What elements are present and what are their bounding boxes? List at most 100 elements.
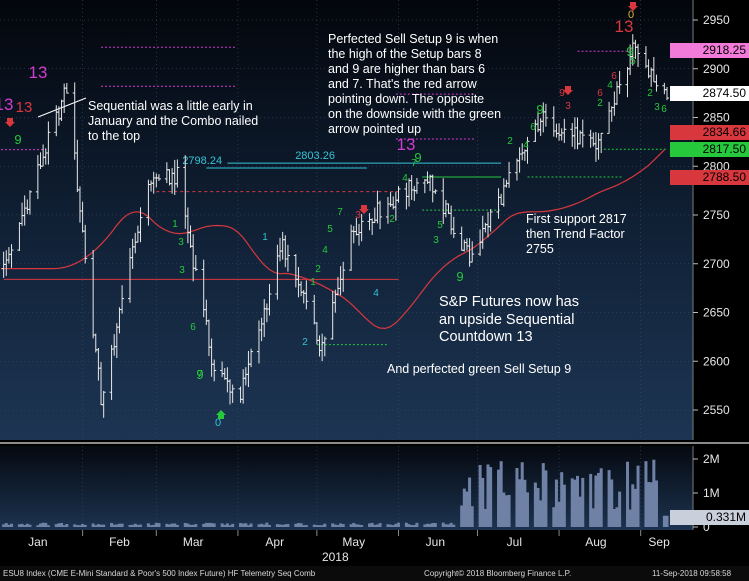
volume-tag: 0.331M [670, 509, 749, 525]
volume-bar [228, 525, 232, 527]
volume-bar [54, 524, 58, 527]
volume-bar [428, 523, 432, 527]
volume-bar [626, 461, 630, 527]
sell-arrow-icon [563, 86, 573, 95]
footer-bar: ESU8 Index (CME E-Mini Standard & Poor's… [0, 566, 749, 581]
setup-count: 6 [611, 71, 617, 82]
volume-bar [541, 463, 545, 527]
volume-bar [468, 477, 472, 527]
volume-bar [170, 523, 174, 527]
setup-count: 4 [322, 245, 328, 256]
volume-bar [368, 523, 372, 527]
volume-bar [312, 524, 316, 527]
sell-arrow-icon [5, 118, 15, 127]
volume-bar [210, 523, 214, 527]
volume-bar [341, 524, 345, 527]
volume-bar [444, 524, 448, 527]
volume-bar [315, 525, 319, 527]
setup-count: 7 [337, 207, 343, 218]
volume-bar [486, 464, 490, 527]
volume-bar [146, 523, 150, 527]
setup-note: Perfected Sell Setup 9 is when the high … [328, 32, 502, 136]
volume-bar [349, 524, 353, 527]
footer-timestamp: 11-Sep-2018 09:58:58 [652, 569, 732, 578]
volume-bar [618, 491, 622, 527]
volume-bar [523, 479, 527, 527]
volume-bar [591, 508, 595, 527]
volume-bar [489, 467, 493, 527]
volume-bar [562, 484, 566, 527]
volume-bar [518, 479, 522, 527]
volume-bar [278, 524, 282, 527]
price-tick-label: 2950 [703, 13, 730, 27]
setup-count: 9 [559, 88, 565, 99]
volume-bar [165, 523, 169, 527]
volume-bar [333, 524, 337, 527]
volume-bar [415, 522, 419, 527]
volume-bar [191, 524, 195, 527]
volume-bar [599, 468, 603, 527]
month-label: Jan [28, 535, 47, 549]
volume-bar [241, 523, 245, 527]
volume-bar [94, 525, 98, 527]
setup-count: 13 [29, 63, 48, 82]
setup-count: 2 [389, 214, 395, 225]
setup-count: 4 [523, 140, 529, 151]
volume-bar [154, 522, 158, 527]
sequential-note: Sequential was a little early in January… [88, 99, 259, 143]
price-tick-label: 2600 [703, 354, 730, 368]
volume-bar [354, 524, 358, 527]
volume-bar [515, 467, 519, 527]
setup-count: 2 [597, 98, 603, 109]
support-note: First support 2817 then Trend Factor 275… [526, 212, 627, 256]
setup-count: 9 [414, 150, 421, 165]
volume-bar [610, 479, 614, 527]
setup-count: 2 [302, 337, 308, 348]
volume-bar [189, 524, 193, 527]
volume-bar [173, 523, 177, 527]
setup-count: 1 [172, 219, 178, 230]
volume-bar [212, 523, 216, 527]
volume-bar [65, 524, 69, 527]
volume-bar [575, 475, 579, 527]
volume-bar [525, 492, 529, 527]
price-tag: 2834.66 [670, 124, 749, 140]
volume-bar [249, 523, 253, 527]
setup-count: 13 [16, 99, 33, 116]
volume-bar [478, 464, 482, 527]
volume-bar [41, 522, 45, 527]
volume-bar [581, 477, 585, 527]
volume-bar [465, 491, 469, 527]
footer-security: ESU8 Index (CME E-Mini Standard & Poor's… [3, 569, 316, 578]
volume-bar [244, 523, 248, 527]
volume-bar [370, 522, 374, 527]
volume-bar [83, 524, 87, 527]
volume-bar [636, 465, 640, 527]
setup-count: 4 [402, 173, 408, 184]
volume-bar [183, 522, 187, 527]
volume-bar [483, 508, 487, 527]
volume-bar [633, 488, 637, 527]
volume-bar [378, 523, 382, 527]
month-label: Sep [648, 535, 670, 549]
volume-bar [373, 524, 377, 527]
volume-bar [78, 525, 82, 527]
volume-bar [99, 524, 103, 527]
month-label: Feb [109, 535, 130, 549]
volume-bar [299, 523, 303, 527]
setup-count: 13 [615, 17, 634, 36]
volume-bar [304, 525, 308, 527]
buy-arrow-icon [216, 410, 226, 419]
volume-bar [323, 523, 327, 527]
volume-bar [533, 482, 537, 527]
volume-bar [28, 524, 32, 527]
setup-count: 3 [179, 265, 185, 276]
setup-count: 1 [310, 277, 316, 288]
volume-bar [225, 523, 229, 527]
volume-bar [462, 488, 466, 527]
volume-bar [268, 525, 272, 527]
volume-bar [10, 523, 14, 527]
volume-bar [281, 524, 285, 527]
volume-bar [560, 472, 564, 527]
volume-bar [60, 522, 64, 527]
